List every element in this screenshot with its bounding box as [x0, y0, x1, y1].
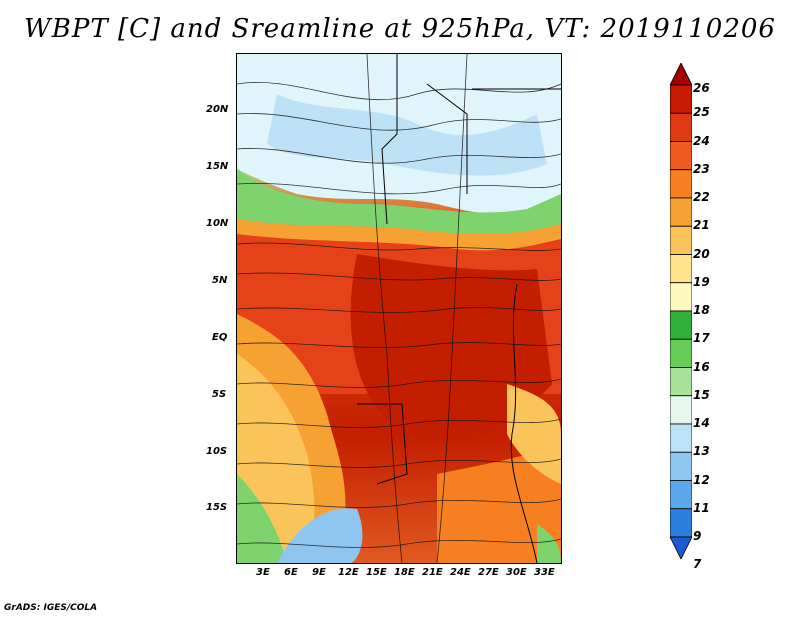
lon-label: 6E — [284, 567, 298, 578]
colorbar-segment — [670, 84, 692, 114]
colorbar-label: 24 — [693, 133, 710, 148]
lon-label: 24E — [450, 567, 471, 578]
lat-label: 5S — [212, 389, 227, 400]
colorbar-segment — [670, 536, 692, 559]
map-panel — [236, 53, 562, 564]
colorbar-segment — [670, 395, 692, 425]
colorbar-label: 16 — [693, 359, 710, 374]
colorbar-label: 18 — [693, 303, 710, 317]
colorbar-segment — [670, 63, 692, 86]
colorbar-segment — [670, 508, 692, 538]
lon-label: 15E — [366, 567, 387, 578]
colorbar-segment — [670, 480, 692, 510]
colorbar-label: 25 — [693, 105, 710, 120]
lon-label: 12E — [338, 567, 359, 578]
lat-label: 10S — [206, 446, 228, 457]
colorbar-label: 7 — [693, 557, 702, 572]
colorbar — [670, 63, 692, 559]
credit-text: GrADS: IGES/COLA — [4, 603, 98, 613]
colorbar-segment — [670, 451, 692, 481]
colorbar-segment — [670, 310, 692, 340]
colorbar-label: 11 — [693, 500, 710, 515]
wbpt-streamline-map — [237, 54, 561, 563]
lat-label: EQ — [212, 332, 228, 343]
colorbar-segment — [670, 225, 692, 255]
colorbar-segment — [670, 423, 692, 453]
lat-label: 15N — [206, 161, 229, 172]
colorbar-label: 15 — [693, 387, 710, 402]
lon-label: 3E — [256, 567, 270, 578]
colorbar-segment — [670, 282, 692, 312]
lon-label: 9E — [312, 567, 326, 578]
lat-label: 5N — [212, 275, 228, 286]
colorbar-label: 12 — [693, 472, 710, 487]
colorbar-label: 20 — [693, 246, 710, 261]
lat-label: 20N — [206, 104, 229, 115]
colorbar-label: 17 — [693, 331, 710, 346]
colorbar-label: 21 — [693, 218, 710, 233]
lon-label: 27E — [478, 567, 499, 578]
colorbar-segment — [670, 338, 692, 368]
colorbar-segment — [670, 197, 692, 227]
lon-label: 30E — [506, 567, 527, 578]
colorbar-segment — [670, 112, 692, 142]
colorbar-segment — [670, 254, 692, 284]
colorbar-label: 14 — [693, 416, 710, 430]
colorbar-label: 9 — [693, 529, 702, 543]
colorbar-label: 26 — [693, 81, 710, 95]
colorbar-segment — [670, 367, 692, 397]
colorbar-label: 19 — [693, 274, 710, 289]
colorbar-segment — [670, 169, 692, 199]
lon-label: 21E — [422, 567, 443, 578]
colorbar-segment — [670, 141, 692, 171]
colorbar-label: 23 — [693, 161, 710, 176]
lon-label: 18E — [394, 567, 415, 578]
colorbar-label: 22 — [693, 190, 710, 204]
lat-label: 10N — [206, 218, 229, 229]
lat-label: 15S — [206, 502, 228, 513]
map-title: WBPT [C] and Sreamline at 925hPa, VT: 20… — [24, 14, 776, 44]
lon-label: 33E — [534, 567, 555, 578]
colorbar-label: 13 — [693, 444, 710, 459]
